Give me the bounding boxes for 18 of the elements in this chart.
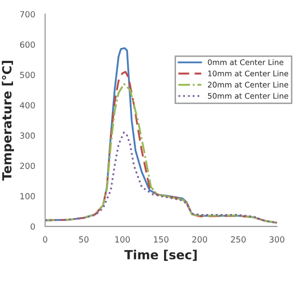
y-tick-label: 100 [20, 193, 35, 200]
y-tick-label: 400 [20, 102, 35, 108]
x-tick-label: 300 [270, 236, 284, 243]
x-tick-label: 100 [115, 236, 130, 243]
x-tick-label: 50 [79, 236, 89, 243]
y-axis-title: Temperature [℃] [2, 60, 14, 181]
y-tick-label: 0 [30, 223, 35, 230]
y-tick-label: 700 [20, 11, 35, 18]
y-tick-label: 600 [20, 41, 35, 48]
x-axis-title: Time [sec] [124, 250, 197, 261]
x-tick-label: 250 [230, 236, 246, 243]
line-series [45, 132, 277, 224]
x-tick-label: 200 [192, 236, 208, 243]
y-tick-label: 300 [20, 132, 35, 139]
x-tick-label: 150 [154, 236, 168, 243]
y-tick-label: 500 [20, 72, 35, 78]
x-tick-label: 0 [43, 236, 48, 243]
y-tick-label: 200 [20, 162, 35, 170]
